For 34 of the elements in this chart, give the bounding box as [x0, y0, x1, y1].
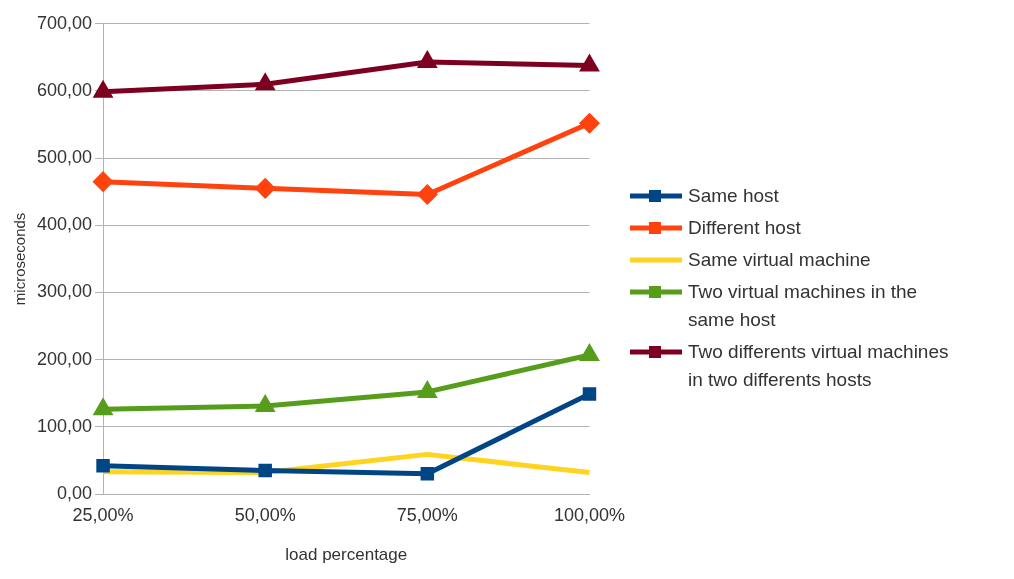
point	[94, 399, 112, 415]
point	[418, 381, 436, 398]
point	[93, 171, 113, 191]
y-tick-label: 100,00	[36, 415, 93, 436]
point	[580, 55, 599, 71]
x-tick-label: 25,00%	[72, 504, 134, 525]
point	[254, 72, 276, 91]
x-tick-label: 75,00%	[396, 504, 458, 525]
point	[579, 113, 599, 133]
y-tick-label: 500,00	[36, 146, 93, 167]
y-axis-title: microseconds	[11, 212, 29, 305]
y-tick-label: 300,00	[36, 280, 93, 301]
point	[256, 396, 274, 412]
point	[96, 458, 110, 473]
point	[580, 344, 599, 361]
legend-label: Two differents virtual machines in two differents hosts	[688, 339, 950, 392]
legend-label: Two virtual machines in the same host	[688, 279, 919, 332]
y-tick-label: 0,00	[57, 482, 93, 503]
legend-label: Different host	[688, 215, 801, 240]
y-tick-label: 400,00	[36, 213, 93, 234]
point	[420, 466, 435, 481]
legend-label: Same host	[688, 183, 779, 208]
point	[582, 386, 597, 401]
y-tick-label: 600,00	[36, 79, 93, 100]
y-tick-label: 700,00	[36, 12, 93, 33]
point	[92, 79, 114, 98]
legend-label: Same virtual machine	[688, 247, 871, 272]
x-tick-label: 100,00%	[553, 504, 625, 525]
x-axis-title: load percentage	[285, 544, 408, 564]
point	[255, 178, 275, 198]
point	[417, 184, 437, 204]
point	[258, 463, 272, 477]
x-tick-label: 50,00%	[234, 504, 296, 525]
y-tick-label: 200,00	[36, 348, 93, 369]
